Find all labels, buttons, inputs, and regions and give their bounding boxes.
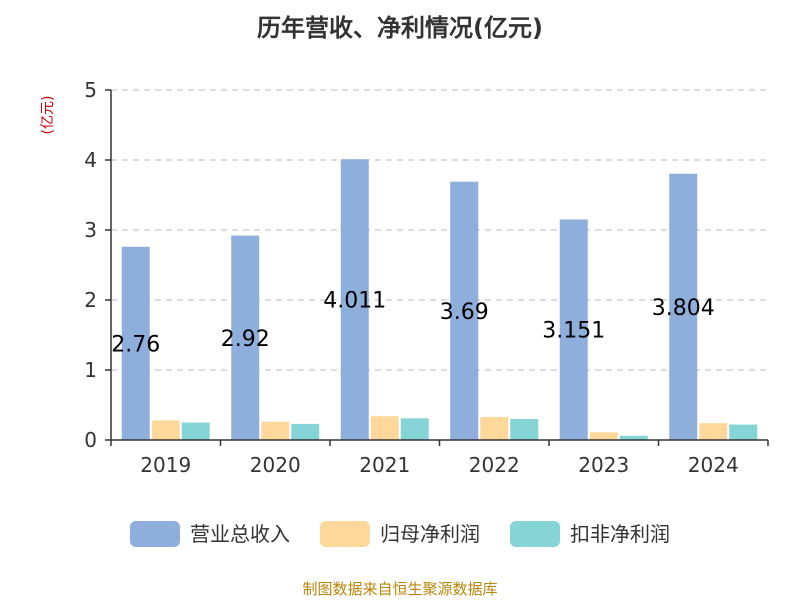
source-note: 制图数据来自恒生聚源数据库 (302, 580, 497, 598)
bar-net-profit (261, 421, 290, 440)
bar-deducted-net-profit (181, 422, 210, 440)
y-tick-label: 2 (84, 288, 97, 312)
bar-net-profit (370, 416, 399, 440)
legend-label: 归母净利润 (380, 522, 480, 546)
y-tick-label: 3 (84, 218, 97, 242)
bar-revenue (450, 181, 479, 440)
bars (121, 159, 758, 441)
bar-deducted-net-profit (729, 424, 758, 440)
x-tick-label: 2021 (359, 453, 410, 477)
legend-swatch (320, 521, 370, 547)
y-tick-label: 5 (84, 78, 97, 102)
x-tick-label: 2020 (250, 453, 301, 477)
bar-deducted-net-profit (619, 435, 648, 440)
bar-deducted-net-profit (400, 418, 429, 440)
data-label: 2.76 (111, 332, 160, 357)
legend-label: 扣非净利润 (570, 522, 670, 546)
bar-net-profit (480, 416, 509, 440)
y-tick-label: 0 (84, 428, 97, 452)
bar-revenue (121, 246, 150, 440)
y-tick-label: 4 (84, 148, 97, 172)
legend-swatch (130, 521, 180, 547)
bar-deducted-net-profit (291, 423, 320, 440)
bar-revenue (340, 159, 369, 441)
bar-net-profit (699, 423, 728, 440)
data-labels: 2.76 2.92 4.011 3.69 3.151 3.804 (111, 289, 714, 358)
data-label: 2.92 (221, 327, 270, 352)
bar-net-profit (589, 432, 618, 440)
data-label: 4.011 (323, 289, 386, 314)
bar-revenue (669, 173, 698, 440)
bar-revenue (559, 219, 588, 440)
bar-deducted-net-profit (510, 419, 539, 440)
x-tick-label: 2022 (469, 453, 520, 477)
x-tick-label: 2019 (140, 453, 191, 477)
legend-swatch (510, 521, 560, 547)
data-label: 3.804 (652, 296, 715, 321)
data-label: 3.151 (542, 319, 605, 344)
y-axis-unit: (亿元) (40, 96, 56, 135)
bar-revenue (231, 235, 260, 440)
legend-label: 营业总收入 (190, 522, 290, 546)
data-label: 3.69 (440, 300, 489, 325)
legend: 营业总收入 归母净利润 扣非净利润 (130, 521, 670, 547)
bar-net-profit (151, 420, 180, 440)
x-tick-label: 2023 (578, 453, 629, 477)
y-tick-label: 1 (84, 358, 97, 382)
axes: 0 1 2 3 4 5 2019 2020 2021 2022 2023 2024 (84, 78, 769, 477)
x-tick-label: 2024 (688, 453, 739, 477)
chart-title: 历年营收、净利情况(亿元) (257, 14, 543, 42)
